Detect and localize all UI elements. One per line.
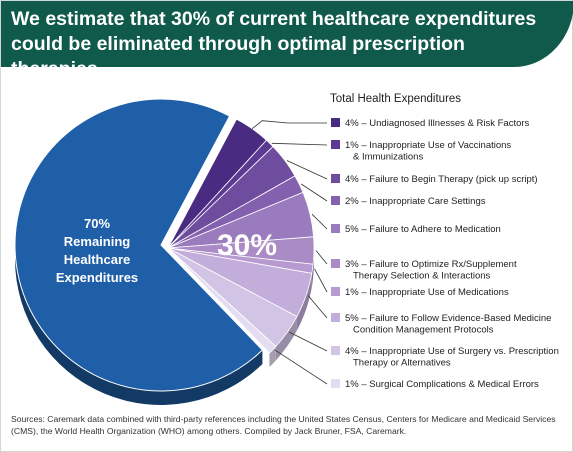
- legend-label-5: 5% – Failure to Adhere to Medication: [345, 224, 501, 235]
- legend-label-10: 1% – Surgical Complications & Medical Er…: [345, 379, 539, 390]
- pie-side-9: [275, 316, 297, 361]
- legend-label-9: 4% – Inappropriate Use of Surgery vs. Pr…: [345, 346, 559, 369]
- legend-label-2: 1% – Inappropriate Use of Vaccinations & …: [345, 140, 511, 163]
- title-banner: We estimate that 30% of current healthca…: [1, 1, 573, 80]
- pie-side-7: [311, 264, 314, 288]
- legend-label-8: 5% – Failure to Follow Evidence-Based Me…: [345, 313, 551, 336]
- legend-swatch-1: [331, 118, 340, 127]
- legend-swatch-6: [331, 259, 340, 268]
- leader-line-2: [271, 142, 328, 146]
- headline: We estimate that 30% of current healthca…: [11, 7, 559, 82]
- pie-chart: 70% Remaining Healthcare Expenditures 30% 4% …: [14, 98, 559, 406]
- legend-swatch-3: [331, 174, 340, 183]
- legend-swatch-4: [331, 196, 340, 205]
- legend-label-1: 4% – Undiagnosed Illnesses & Risk Factor…: [345, 118, 530, 129]
- sources-line-1: Sources: Caremark data combined with thi…: [11, 414, 556, 424]
- legend-label-4: 2% – Inappropriate Care Settings: [345, 196, 486, 207]
- pie-side-big-0: [15, 245, 263, 406]
- sources-note: Sources: Caremark data combined with thi…: [11, 414, 563, 437]
- headline-line-1: We estimate that 30% of current healthca…: [11, 8, 537, 30]
- pie-slice-10: [167, 247, 277, 354]
- pie-label-remaining: 70% Remaining Healthcare Expenditures: [56, 216, 138, 285]
- legend-label-7: 1% – Inappropriate Use of Medications: [345, 287, 509, 298]
- pie-label-30-percent: 30%: [217, 229, 277, 262]
- leader-line-6: [315, 250, 328, 265]
- pie-side-8: [296, 273, 312, 331]
- leader-line-1: [251, 120, 327, 130]
- leader-line-9: [289, 331, 328, 352]
- headline-line-2: could be eliminated through optimal pres…: [11, 33, 465, 80]
- legend-swatch-5: [331, 224, 340, 233]
- legend-label-3: 4% – Failure to Begin Therapy (pick up s…: [345, 174, 538, 185]
- legend-swatch-9: [331, 346, 340, 355]
- leader-line-7: [314, 268, 328, 293]
- legend-swatch-2: [331, 140, 340, 149]
- sources-line-2: (CMS), the World Health Organization (WH…: [11, 425, 407, 436]
- legend-swatch-10: [331, 379, 340, 388]
- leader-line-3: [286, 160, 328, 180]
- leader-line-10: [274, 349, 328, 385]
- legend-swatch-7: [331, 287, 340, 296]
- leader-line-5: [311, 213, 328, 230]
- legend-swatch-8: [331, 313, 340, 322]
- legend-label-6: 3% – Failure to Optimize Rx/Supplement Th…: [345, 259, 517, 282]
- leader-line-8: [307, 295, 328, 319]
- leader-line-4: [301, 183, 328, 202]
- legend-title: Total Health Expenditures: [330, 93, 462, 105]
- pie-slice-remaining: [14, 98, 264, 392]
